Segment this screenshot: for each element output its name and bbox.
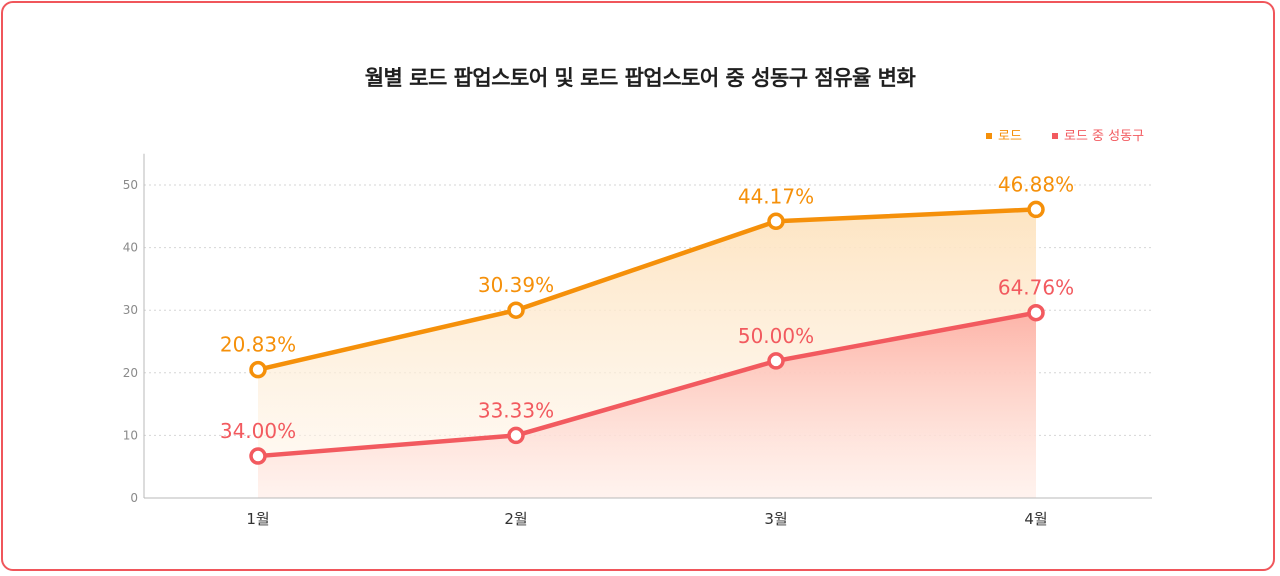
data-label: 33.33% (478, 398, 554, 422)
data-point (1027, 303, 1045, 322)
data-point (1027, 200, 1045, 219)
series-area-seongdong (258, 312, 1036, 498)
data-label: 30.39% (478, 273, 554, 297)
data-point (767, 212, 785, 231)
data-label: 50.00% (738, 324, 814, 348)
x-category-label: 2월 (504, 510, 527, 528)
data-point (249, 360, 267, 379)
y-tick-label: 10 (123, 428, 138, 442)
data-point (249, 447, 267, 465)
y-tick-label: 50 (123, 178, 138, 192)
data-label: 34.00% (220, 419, 296, 443)
series-line-road (255, 207, 1039, 372)
data-point (507, 301, 525, 319)
legend-swatch (986, 133, 992, 139)
x-category-label: 4월 (1024, 510, 1047, 528)
data-label: 44.17% (738, 184, 814, 208)
legend-label: 로드 (998, 129, 1022, 144)
legend-swatch (1052, 133, 1058, 139)
data-point (767, 352, 785, 370)
y-tick-label: 40 (123, 241, 138, 255)
chart-title: 월별 로드 팝업스토어 및 로드 팝업스토어 중 성동구 점유율 변화 (364, 66, 916, 90)
data-label: 20.83% (220, 333, 296, 357)
data-point (507, 426, 525, 445)
data-label: 64.76% (998, 276, 1074, 300)
legend-label: 로드 중 성동구 (1064, 129, 1144, 144)
y-tick-label: 0 (130, 491, 138, 505)
data-label: 46.88% (998, 172, 1074, 196)
y-tick-label: 20 (123, 366, 138, 380)
series-line-seongdong (255, 310, 1039, 459)
x-category-label: 1월 (246, 510, 269, 528)
x-category-label: 3월 (764, 510, 787, 528)
y-tick-label: 30 (123, 303, 138, 317)
